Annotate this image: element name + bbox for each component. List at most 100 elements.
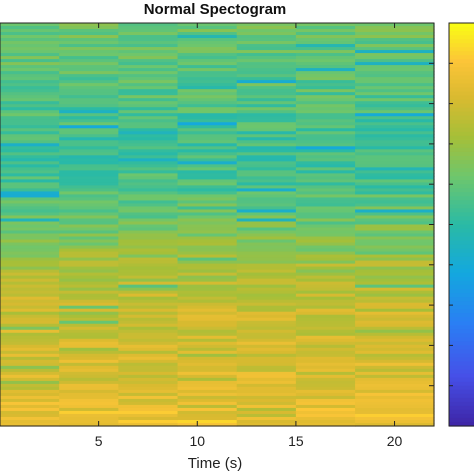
heatmap-cell — [0, 122, 60, 126]
heatmap-cell — [0, 422, 60, 427]
heatmap-cell — [59, 395, 119, 400]
heatmap-cell — [236, 188, 297, 193]
heatmap-cell — [0, 44, 60, 48]
heatmap-cell — [236, 113, 297, 117]
colorbar-swatch — [449, 224, 474, 230]
colorbar-swatch — [449, 220, 474, 226]
heatmap-cell — [177, 38, 238, 42]
heatmap-cell — [236, 329, 297, 334]
heatmap-cell — [0, 125, 60, 129]
heatmap-cell — [236, 419, 297, 424]
heatmap-cell — [0, 149, 60, 153]
heatmap-cell — [118, 161, 179, 165]
heatmap-cell — [236, 308, 297, 313]
heatmap-cell — [355, 344, 435, 349]
heatmap-cell — [59, 311, 119, 316]
heatmap-cell — [118, 296, 179, 301]
heatmap-cell — [355, 35, 435, 39]
heatmap-cell — [236, 167, 297, 171]
heatmap-cell — [295, 395, 356, 400]
heatmap-cell — [0, 131, 60, 135]
heatmap-cell — [295, 98, 356, 102]
chart-title: Normal Spectogram — [144, 1, 287, 18]
heatmap-cell — [355, 200, 435, 205]
colorbar-swatch — [449, 155, 474, 161]
heatmap-cell — [236, 350, 297, 355]
heatmap-cell — [118, 95, 179, 99]
heatmap-cell — [118, 308, 179, 313]
heatmap-cell — [355, 65, 435, 69]
heatmap-cell — [295, 179, 356, 183]
heatmap-cell — [295, 389, 356, 394]
heatmap-cell — [59, 53, 119, 57]
heatmap-cell — [355, 359, 435, 364]
colorbar-swatch — [449, 381, 474, 387]
heatmap-cell — [177, 329, 238, 334]
colorbar-swatch — [449, 228, 474, 234]
heatmap-cell — [177, 110, 238, 114]
heatmap-cell — [59, 347, 119, 352]
heatmap-cell — [295, 332, 356, 337]
heatmap-cell — [59, 401, 119, 406]
heatmap-cell — [0, 293, 60, 298]
heatmap-cell — [236, 104, 297, 108]
heatmap-cell — [59, 185, 119, 190]
heatmap-cell — [355, 164, 435, 168]
heatmap-cell — [355, 113, 435, 117]
heatmap-cell — [355, 392, 435, 397]
heatmap-cell — [236, 197, 297, 202]
heatmap-cell — [355, 92, 435, 96]
heatmap-cell — [177, 371, 238, 376]
heatmap-cell — [177, 74, 238, 78]
heatmap-cell — [355, 110, 435, 114]
heatmap-cell — [355, 74, 435, 78]
heatmap-cell — [59, 26, 119, 30]
heatmap-cell — [295, 407, 356, 412]
heatmap-cell — [355, 149, 435, 153]
heatmap-cell — [236, 200, 297, 205]
heatmap-cell — [355, 329, 435, 334]
heatmap-cell — [0, 200, 60, 205]
heatmap-cell — [295, 209, 356, 214]
heatmap-cell — [118, 260, 179, 265]
colorbar-swatch — [449, 393, 474, 399]
heatmap-cell — [295, 371, 356, 376]
heatmap-cell — [0, 302, 60, 307]
heatmap-cell — [355, 269, 435, 274]
heatmap-cell — [177, 293, 238, 298]
heatmap-cell — [177, 194, 238, 199]
heatmap-cell — [0, 35, 60, 39]
heatmap-cell — [0, 236, 60, 241]
heatmap-cell — [236, 53, 297, 57]
heatmap-cell — [118, 245, 179, 250]
heatmap-cell — [118, 71, 179, 75]
heatmap-cell — [0, 404, 60, 409]
colorbar-swatch — [449, 196, 474, 201]
heatmap-cell — [0, 116, 60, 120]
heatmap-cell — [118, 68, 179, 72]
heatmap-cell — [295, 341, 356, 346]
heatmap-cell — [59, 89, 119, 93]
heatmap-cell — [236, 377, 297, 382]
heatmap-cell — [59, 416, 119, 421]
heatmap-cell — [177, 101, 238, 105]
colorbar-swatch — [449, 357, 474, 363]
colorbar-swatch — [449, 184, 474, 189]
heatmap-cell — [0, 332, 60, 337]
colorbar-swatch — [449, 43, 474, 48]
heatmap-cell — [0, 281, 60, 286]
heatmap-cell — [295, 272, 356, 277]
colorbar-swatch — [449, 236, 474, 242]
heatmap-cell — [177, 191, 238, 196]
heatmap-cell — [295, 173, 356, 177]
heatmap-cell — [118, 152, 179, 156]
heatmap-cell — [118, 401, 179, 406]
heatmap-cell — [355, 143, 435, 147]
heatmap-cell — [0, 23, 60, 27]
heatmap-cell — [118, 179, 179, 183]
heatmap-cell — [0, 251, 60, 256]
heatmap-cell — [236, 269, 297, 274]
heatmap-cell — [118, 77, 179, 81]
heatmap-cell — [59, 422, 119, 427]
heatmap-cell — [236, 314, 297, 319]
